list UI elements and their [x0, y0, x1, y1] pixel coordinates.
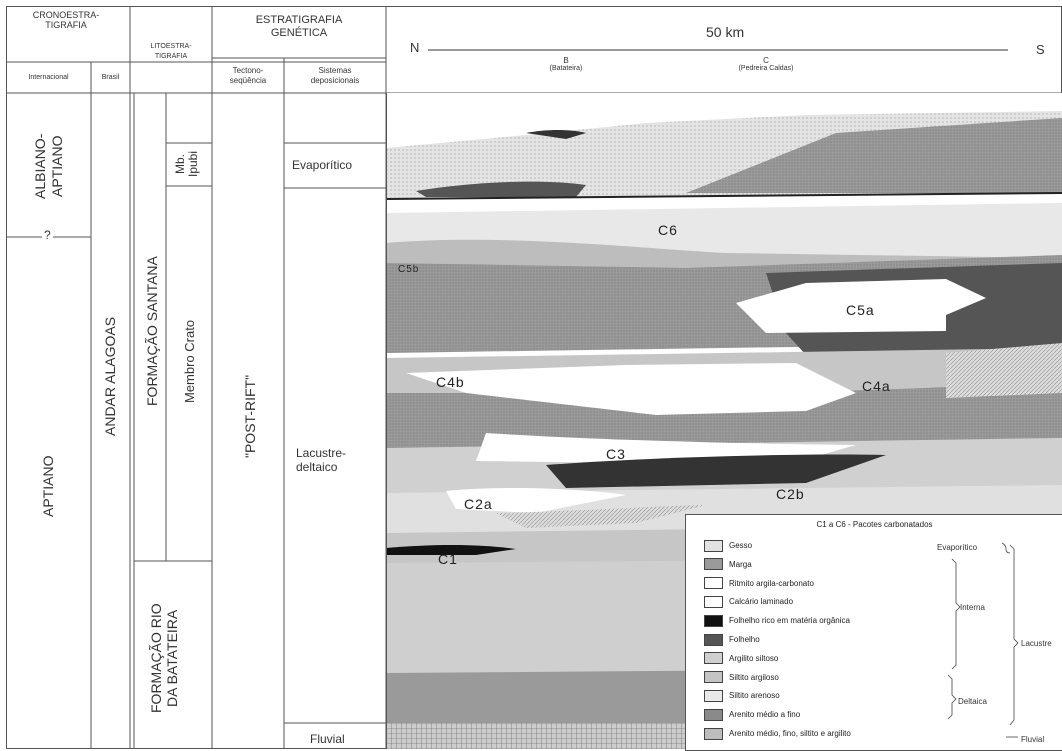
scale-line [428, 49, 1008, 51]
legend-group-fluvial: Fluvial [1021, 735, 1045, 744]
formation-rio-da-batateira: FORMAÇÃO RIO DA BATATEIRA [148, 603, 180, 714]
well-c-label: C [763, 56, 769, 65]
stage-albiano-aptiano: ALBIANO- APTIANO [32, 133, 65, 199]
legend-item: Marga [704, 558, 752, 571]
scale-label: 50 km [706, 24, 745, 40]
header-tectonossequencia: Tectono- seqüência [229, 66, 267, 85]
legend-item: Gesso [704, 539, 752, 552]
legend-swatch [704, 614, 723, 627]
legend-swatch [704, 727, 723, 740]
legend-title: C1 a C6 - Pacotes carbonatados [816, 520, 933, 529]
well-b-label: B [563, 56, 569, 65]
package-c6: C6 [658, 222, 678, 238]
package-c5a: C5a [846, 302, 875, 318]
well-b-name: (Batateira) [549, 65, 583, 72]
system-evaporitico: Evaporítico [292, 158, 353, 172]
legend-label: Siltito arenoso [729, 691, 780, 701]
legend-label: Folhelho rico em matéria orgânica [729, 616, 850, 626]
system-lacustre-deltaico: Lacustre- deltaico [296, 446, 347, 474]
legend-item: Calcário laminado [704, 595, 793, 608]
member-crato: Membro Crato [182, 319, 197, 403]
member-ipubi: Mb. Ipubi [173, 150, 200, 178]
header-estratigrafia-genetica: ESTRATIGRAFIA GENÉTICA [255, 14, 343, 39]
legend-swatch [704, 708, 723, 721]
header-internacional: Internacional [28, 74, 69, 81]
header-sistemas: Sistemas deposicionais [310, 66, 360, 85]
legend-group-lacustre: Lacustre [1021, 639, 1052, 648]
legend-item: Arenito médio a fino [704, 708, 800, 721]
legend-swatch [704, 595, 723, 608]
legend-swatch [704, 577, 723, 590]
legend-item: Folhelho [704, 633, 760, 646]
legend-item: Folhelho rico em matéria orgânica [704, 614, 850, 627]
legend-swatch [704, 671, 723, 684]
legend-item: Argilito siltoso [704, 652, 778, 665]
formation-santana: FORMAÇÃO SANTANA [144, 256, 160, 406]
legend-label: Arenito médio, fino, siltito e argilito [729, 729, 851, 738]
stage-aptiano: APTIANO [40, 455, 56, 517]
legend-label: Ritmito argila-carbonato [729, 578, 814, 588]
south-label: S [1036, 42, 1045, 57]
stage-boundary-question: ? [42, 228, 53, 242]
package-c3: C3 [606, 446, 626, 462]
stage-andar-alagoas: ANDAR ALAGOAS [102, 316, 118, 436]
legend-label: Calcário laminado [729, 597, 794, 607]
legend-label: Arenito médio a fino [729, 710, 801, 720]
package-c2b: C2b [776, 486, 805, 502]
header-cronoestratigrafia: CRONOESTRA- TIGRAFIA [32, 10, 100, 30]
legend-brackets [947, 542, 1019, 738]
legend-label: Marga [729, 559, 752, 569]
system-fluvial: Fluvial [310, 732, 345, 746]
package-c2a: C2a [464, 496, 493, 512]
package-c5b: C5b [398, 264, 420, 275]
legend-item: Arenito médio, fino, siltito e argilito [704, 727, 851, 740]
north-label: N [410, 40, 420, 55]
header-litoestratigrafia: LITOESTRA- TIGRAFIA [150, 43, 192, 60]
legend: C1 a C6 - Pacotes carbonatados Gesso Marg… [685, 514, 1062, 751]
package-c4a: C4a [862, 378, 891, 394]
legend-label: Gesso [729, 541, 753, 550]
legend-group-interna: Interna [960, 603, 985, 612]
header-brasil: Brasil [101, 74, 120, 81]
legend-swatch [704, 652, 723, 665]
legend-item: Ritmito argila-carbonato [704, 577, 814, 590]
legend-swatch [704, 558, 723, 571]
legend-swatch [704, 539, 723, 552]
legend-label: Siltito argiloso [729, 672, 779, 682]
package-c1: C1 [438, 551, 458, 567]
legend-swatch [704, 689, 723, 702]
legend-group-evaporitico: Evaporítico [937, 543, 978, 552]
legend-item: Siltito argiloso [704, 671, 779, 684]
legend-label: Folhelho [729, 635, 760, 644]
legend-label: Argilito siltoso [729, 653, 779, 663]
well-c-name: (Pedreira Caldas) [738, 65, 794, 72]
package-c4b: C4b [436, 374, 465, 390]
legend-swatch [704, 633, 723, 646]
legend-group-deltaica: Deltaica [958, 697, 987, 706]
tectonosequence-post-rift: "POST-RIFT" [242, 374, 258, 458]
legend-item: Siltito arenoso [704, 689, 780, 702]
